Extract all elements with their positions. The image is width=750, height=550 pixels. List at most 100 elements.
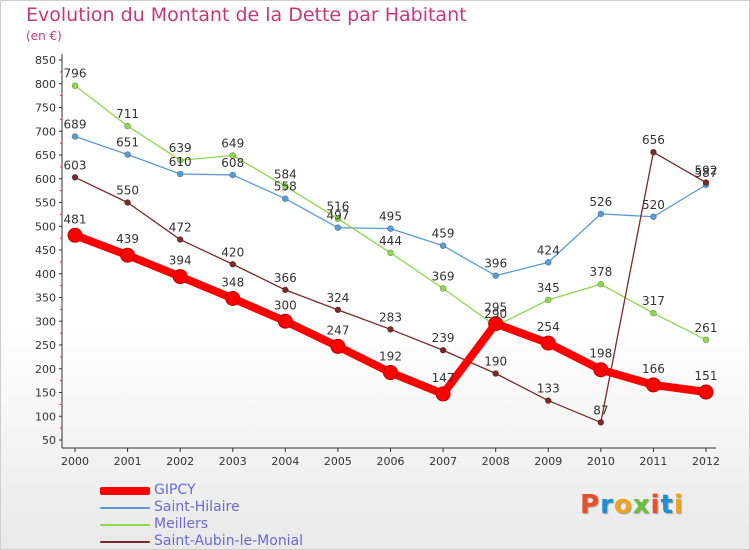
- y-tick-label: 600: [35, 173, 56, 186]
- data-point-saint-aubin-le-monial: [334, 306, 342, 314]
- data-label-meillers: 639: [169, 141, 192, 155]
- data-point-saint-hilaire: [282, 195, 289, 202]
- legend-swatch-meillers: [100, 524, 150, 526]
- data-label-saint-aubin-le-monial: 87: [593, 403, 608, 417]
- data-label-saint-aubin-le-monial: 592: [695, 164, 718, 178]
- data-point-saint-hilaire: [650, 213, 657, 221]
- y-tick-label: 500: [35, 220, 56, 233]
- y-tick-label: 800: [35, 78, 56, 91]
- legend-label-meillers: Meillers: [154, 516, 209, 532]
- data-point-saint-hilaire: [71, 133, 79, 140]
- data-point-gipcy: [435, 386, 451, 402]
- data-label-saint-hilaire: 651: [116, 136, 139, 150]
- x-tick-label: 2000: [61, 455, 89, 468]
- data-label-saint-hilaire: 459: [432, 227, 455, 241]
- data-point-gipcy: [172, 269, 188, 285]
- y-tick-label: 650: [35, 149, 56, 162]
- y-tick-label: 750: [35, 102, 56, 115]
- data-point-saint-hilaire: [387, 225, 394, 232]
- series-line-saint-aubin-le-monial: [74, 151, 707, 424]
- logo-letter: P: [580, 490, 601, 520]
- data-point-meillers: [176, 156, 184, 164]
- data-point-saint-hilaire: [597, 210, 605, 218]
- data-point-gipcy: [698, 384, 714, 400]
- data-label-saint-hilaire: 396: [484, 257, 507, 271]
- data-label-saint-hilaire: 520: [642, 198, 665, 212]
- data-label-meillers: 584: [274, 167, 297, 181]
- data-point-gipcy: [67, 227, 83, 243]
- data-label-saint-hilaire: 495: [379, 210, 402, 224]
- data-label-saint-hilaire: 497: [326, 209, 349, 223]
- legend-label-saint-aubin-le-monial: Saint-Aubin-le-Monial: [154, 533, 304, 549]
- data-point-meillers: [650, 309, 657, 317]
- data-label-saint-aubin-le-monial: 133: [537, 382, 560, 396]
- data-point-meillers: [334, 215, 342, 222]
- x-tick-label: 2008: [482, 455, 510, 468]
- x-tick-label: 2006: [377, 455, 405, 468]
- y-tick-label: 250: [35, 339, 56, 352]
- y-tick-label: 450: [35, 244, 56, 257]
- data-label-meillers: 261: [695, 321, 718, 335]
- data-label-meillers: 444: [379, 234, 402, 248]
- x-tick-label: 2002: [166, 455, 194, 468]
- data-label-saint-aubin-le-monial: 656: [642, 133, 665, 147]
- data-label-meillers: 317: [642, 294, 665, 308]
- legend-label-saint-hilaire: Saint-Hilaire: [154, 499, 240, 515]
- data-point-saint-hilaire: [439, 242, 447, 250]
- data-label-saint-hilaire: 587: [695, 166, 718, 180]
- y-tick-label: 150: [35, 387, 56, 400]
- logo-letter: r: [600, 490, 614, 520]
- data-point-meillers: [71, 82, 79, 89]
- data-label-gipcy: 254: [537, 320, 560, 334]
- data-label-gipcy: 439: [116, 232, 139, 246]
- data-label-meillers: 378: [589, 265, 612, 279]
- data-label-saint-hilaire: 526: [589, 195, 612, 209]
- data-point-saint-aubin-le-monial: [439, 346, 447, 354]
- data-point-saint-aubin-le-monial: [650, 148, 657, 156]
- data-point-saint-aubin-le-monial: [597, 419, 605, 426]
- x-tick-label: 2011: [639, 455, 667, 468]
- data-point-saint-aubin-le-monial: [71, 174, 79, 181]
- x-tick-label: 2012: [692, 455, 720, 468]
- data-label-saint-hilaire: 558: [274, 180, 297, 194]
- data-point-saint-hilaire: [544, 259, 552, 266]
- legend-label-gipcy: GIPCY: [154, 482, 196, 498]
- data-point-saint-hilaire: [492, 272, 499, 279]
- y-tick-label: 50: [42, 434, 56, 447]
- data-point-gipcy: [120, 247, 136, 263]
- y-tick-label: 100: [35, 410, 56, 423]
- data-label-saint-hilaire: 608: [221, 156, 244, 170]
- legend-swatch-saint-aubin-le-monial: [100, 541, 150, 543]
- data-label-gipcy: 348: [221, 275, 244, 289]
- data-label-meillers: 796: [64, 67, 87, 81]
- data-label-saint-hilaire: 424: [537, 243, 560, 257]
- data-point-saint-hilaire: [229, 171, 237, 179]
- data-label-meillers: 711: [116, 107, 139, 121]
- data-point-saint-aubin-le-monial: [282, 286, 289, 294]
- data-point-saint-aubin-le-monial: [492, 370, 499, 377]
- x-tick-label: 2005: [324, 455, 352, 468]
- data-label-gipcy: 300: [274, 298, 297, 312]
- data-label-gipcy: 481: [64, 212, 87, 226]
- data-point-saint-aubin-le-monial: [176, 236, 184, 243]
- x-tick-label: 2004: [271, 455, 299, 468]
- data-label-saint-hilaire: 689: [64, 117, 87, 131]
- y-tick-label: 700: [35, 125, 56, 138]
- data-labels: 689 651 610 608 558 497 495 459 396 424 526 520 587 7…: [64, 67, 718, 418]
- data-point-gipcy: [488, 316, 504, 332]
- logo-letter: t: [660, 490, 674, 520]
- data-label-saint-aubin-le-monial: 366: [274, 271, 297, 285]
- logo-letter: x: [632, 490, 651, 520]
- legend-swatch-gipcy: [100, 487, 150, 495]
- data-point-meillers: [702, 336, 710, 344]
- data-label-saint-aubin-le-monial: 239: [432, 331, 455, 345]
- data-label-gipcy: 147: [432, 371, 455, 385]
- data-label-gipcy: 247: [326, 323, 349, 337]
- data-label-saint-aubin-le-monial: 603: [64, 158, 87, 172]
- x-tick-label: 2010: [587, 455, 615, 468]
- data-point-gipcy: [225, 290, 241, 306]
- data-point-saint-aubin-le-monial: [124, 199, 131, 206]
- y-tick-label: 550: [35, 197, 56, 210]
